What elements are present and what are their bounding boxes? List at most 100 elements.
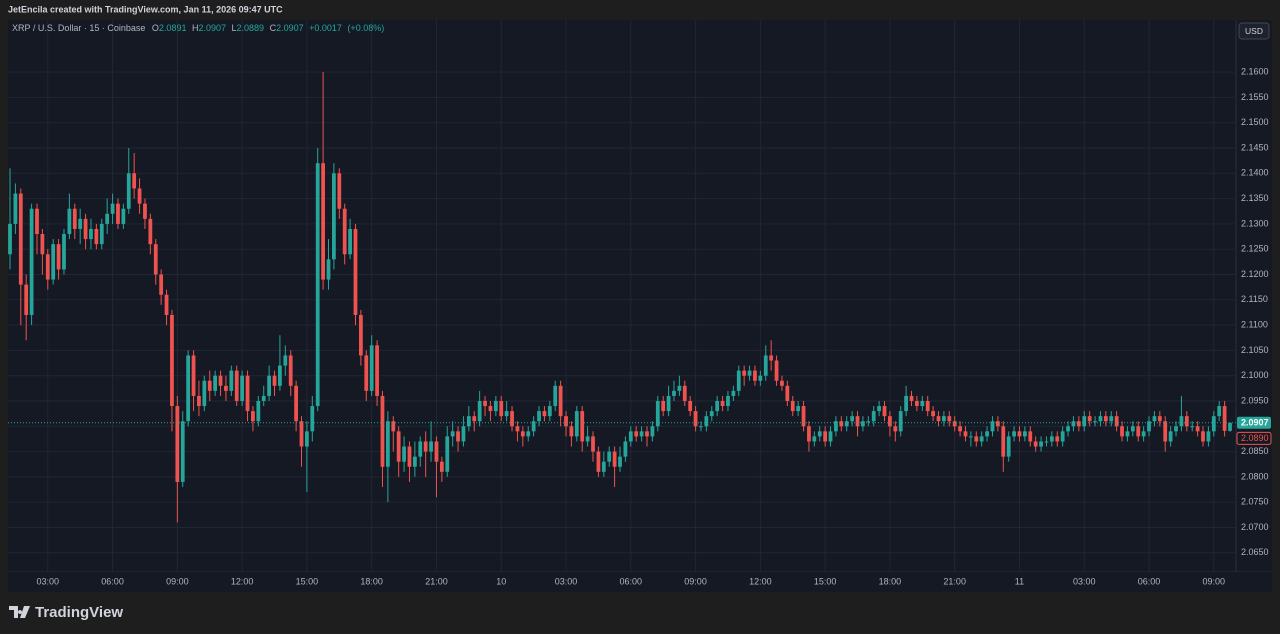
candle-body bbox=[747, 370, 752, 376]
candle-body bbox=[968, 436, 973, 438]
candle-body bbox=[78, 218, 83, 229]
candle-body bbox=[801, 406, 806, 427]
candle-body bbox=[925, 400, 930, 412]
candle-body bbox=[828, 431, 833, 442]
y-tick-label: 2.0950 bbox=[1241, 395, 1269, 405]
candle-body bbox=[1055, 436, 1060, 442]
candle-body bbox=[634, 431, 639, 437]
candle-body bbox=[35, 208, 39, 235]
candle-body bbox=[715, 400, 720, 412]
currency-button[interactable] bbox=[1238, 22, 1270, 40]
candle-body bbox=[1141, 431, 1146, 437]
candle-body bbox=[726, 395, 730, 407]
candle-body bbox=[1168, 431, 1173, 442]
candle-body bbox=[315, 163, 320, 407]
y-tick-label: 2.1550 bbox=[1241, 92, 1269, 102]
candle-body bbox=[1066, 426, 1070, 432]
candle-body bbox=[580, 411, 585, 442]
candle-body bbox=[753, 370, 757, 381]
x-tick-label: 12:00 bbox=[231, 576, 254, 586]
candle-body bbox=[1201, 431, 1205, 442]
candle-body bbox=[1082, 416, 1087, 427]
candle-body bbox=[202, 380, 207, 407]
plot-area bbox=[8, 20, 1236, 572]
candle-body bbox=[709, 411, 714, 417]
candle-body bbox=[175, 406, 180, 482]
candle-body bbox=[1136, 426, 1141, 437]
candle-body bbox=[542, 411, 547, 417]
candle-body bbox=[958, 426, 962, 432]
candle-body bbox=[278, 365, 282, 386]
candle-body bbox=[380, 395, 385, 467]
candle-body bbox=[1071, 421, 1076, 427]
y-tick-label: 2.0750 bbox=[1241, 497, 1269, 507]
x-tick-label: 09:00 bbox=[1203, 576, 1226, 586]
x-tick-label: 12:00 bbox=[749, 576, 772, 586]
candle-body bbox=[396, 431, 401, 462]
candle-body bbox=[1093, 421, 1097, 423]
candle-body bbox=[1228, 422, 1232, 431]
candle-body bbox=[348, 228, 352, 255]
candle-body bbox=[844, 421, 849, 427]
ohlc-value: 2.0907 bbox=[276, 23, 304, 33]
candle-body bbox=[299, 421, 304, 447]
y-tick-label: 2.1200 bbox=[1241, 269, 1269, 279]
ohlc-label: L bbox=[232, 23, 237, 33]
candle-body bbox=[240, 375, 245, 401]
candle-body bbox=[704, 416, 709, 427]
candle-body bbox=[1211, 416, 1216, 432]
candle-body bbox=[1001, 426, 1006, 457]
candle-body bbox=[720, 400, 725, 407]
x-tick-label: 06:00 bbox=[1138, 576, 1161, 586]
candle-body bbox=[251, 411, 255, 422]
x-tick-label: 10 bbox=[496, 576, 506, 586]
candle-body bbox=[1060, 431, 1065, 442]
candle-body bbox=[645, 431, 649, 437]
candle-body bbox=[213, 375, 218, 391]
candle-body bbox=[261, 395, 266, 401]
candle-body bbox=[218, 375, 223, 386]
candle-body bbox=[531, 421, 536, 432]
x-tick-label: 09:00 bbox=[684, 576, 707, 586]
candle-body bbox=[1109, 416, 1114, 422]
price-tag bbox=[1237, 416, 1271, 429]
candle-body bbox=[456, 431, 460, 442]
symbol: XRP / U.S. Dollar · 15 · Coinbase bbox=[12, 23, 145, 33]
candle-body bbox=[283, 355, 288, 366]
currency[interactable]: USD bbox=[1245, 26, 1263, 36]
x-tick-label: 03:00 bbox=[1073, 576, 1096, 586]
candle-body bbox=[796, 406, 801, 412]
candle-body bbox=[920, 400, 925, 407]
x-tick-label: 21:00 bbox=[943, 576, 966, 586]
candle-body bbox=[995, 421, 1000, 427]
candle-body bbox=[229, 370, 234, 391]
candle-body bbox=[520, 431, 525, 437]
candle-body bbox=[655, 400, 660, 427]
x-tick-label: 11 bbox=[1015, 576, 1024, 586]
y-tick-label: 2.1300 bbox=[1241, 218, 1269, 228]
candle-body bbox=[909, 395, 914, 401]
candle-body bbox=[288, 355, 293, 386]
candle-body bbox=[1130, 426, 1135, 432]
y-tick-label: 2.1100 bbox=[1241, 319, 1268, 329]
attribution: JetEncila created with TradingView.com, … bbox=[8, 4, 283, 14]
y-tick-label: 2.1450 bbox=[1241, 142, 1269, 152]
candle-body bbox=[758, 375, 763, 381]
candle-body bbox=[1120, 426, 1124, 437]
candle-body bbox=[445, 436, 450, 472]
candle-body bbox=[29, 208, 34, 315]
candle-body bbox=[672, 390, 676, 396]
candles bbox=[8, 72, 1232, 523]
candle-body bbox=[116, 203, 120, 224]
legend: XRP / U.S. Dollar · 15 · Coinbase O2.089… bbox=[12, 23, 384, 33]
candle-body bbox=[666, 395, 671, 412]
candle-body bbox=[466, 416, 471, 427]
candle-body bbox=[110, 203, 115, 214]
candle-body bbox=[591, 436, 595, 452]
candle-body bbox=[234, 370, 239, 401]
candle-body bbox=[159, 274, 164, 295]
candle-body bbox=[321, 163, 325, 280]
y-tick-label: 2.0800 bbox=[1241, 471, 1269, 481]
candle-body bbox=[774, 360, 779, 381]
candle-body bbox=[18, 193, 23, 285]
